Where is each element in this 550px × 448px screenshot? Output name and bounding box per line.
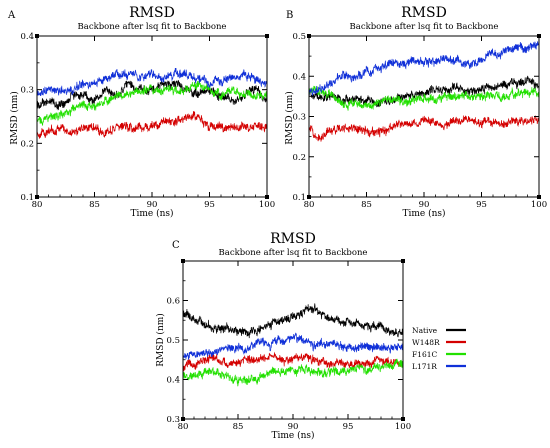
series-line-f161c: [37, 81, 267, 126]
chart-title-a: RMSD: [129, 5, 175, 21]
chart-subtitle-c: Backbone after lsq fit to Backbone: [219, 248, 368, 258]
y-tick-label: 0.1: [20, 193, 34, 203]
panel-c: C RMSD Backbone after lsq fit to Backbon…: [155, 231, 367, 441]
y-tick-label: 0.5: [166, 336, 180, 346]
x-tick-label: 90: [288, 422, 299, 432]
x-tick-label: 95: [343, 422, 354, 432]
panel-letter-b: B: [286, 10, 293, 21]
series-line-f161c: [183, 358, 403, 387]
y-axis-label-b: RMSD (nm): [284, 91, 295, 145]
y-tick-label: 0.2: [292, 153, 306, 163]
y-axis-label-c: RMSD (nm): [155, 313, 166, 367]
series-line-l171r: [37, 67, 267, 96]
x-tick-label: 95: [476, 200, 487, 210]
chart-subtitle-b: Backbone after lsq fit to Backbone: [350, 22, 499, 32]
panel-a: A RMSD Backbone after lsq fit to Backbon…: [7, 5, 226, 219]
y-tick-label: 0.3: [166, 415, 180, 425]
y-tick-label: 0.3: [292, 113, 306, 123]
series-line-w148r: [37, 111, 267, 139]
series-line-w148r: [183, 351, 403, 372]
x-tick-label: 85: [89, 200, 100, 210]
y-axis-label-a: RMSD (nm): [9, 91, 20, 145]
x-axis-label-a: Time (ns): [130, 208, 173, 219]
series-line-native: [183, 303, 403, 339]
x-tick-label: 85: [361, 200, 372, 210]
plot-a: 80 85 90 95 100 0.1 0.2 0.3 0.4: [20, 32, 275, 210]
panel-letter-a: A: [7, 10, 16, 21]
y-tick-label: 0.2: [20, 139, 34, 149]
x-axis-label-c: Time (ns): [271, 430, 314, 441]
y-tick-label: 0.4: [20, 32, 34, 42]
panel-letter-c: C: [172, 240, 180, 251]
x-tick-label: 80: [304, 200, 315, 210]
x-tick-label: 80: [178, 422, 189, 432]
legend-label-native: Native: [412, 326, 438, 335]
series-line-native: [37, 80, 267, 111]
x-tick-label: 90: [419, 200, 430, 210]
series-line-l171r: [183, 332, 403, 360]
x-tick-label: 100: [395, 422, 411, 432]
y-tick-label: 0.4: [166, 376, 180, 386]
legend-label-f161c: F161C: [412, 350, 438, 359]
x-tick-label: 100: [259, 200, 275, 210]
x-tick-label: 95: [204, 200, 215, 210]
y-tick-label: 0.3: [20, 86, 34, 96]
chart-subtitle-a: Backbone after lsq fit to Backbone: [78, 22, 227, 32]
plot-frame: [182, 260, 404, 420]
x-tick-label: 85: [233, 422, 244, 432]
y-tick-label: 0.1: [292, 193, 306, 203]
x-tick-label: 100: [531, 200, 547, 210]
legend-label-w148r: W148R: [412, 338, 440, 347]
y-tick-label: 0.4: [292, 72, 306, 82]
plot-c: 80 85 90 95 100 0.3 0.4 0.5 0.6 Native W148R F161C L…: [166, 259, 466, 432]
y-tick-label: 0.5: [292, 32, 306, 42]
x-axis-label-b: Time (ns): [402, 208, 445, 219]
panel-b: B RMSD Backbone after lsq fit to Backbon…: [284, 5, 498, 219]
legend-label-l171r: L171R: [412, 362, 437, 371]
series-line-w148r: [309, 115, 539, 142]
series-line-f161c: [309, 85, 539, 111]
y-tick-label: 0.6: [166, 297, 180, 307]
series-line-native: [309, 75, 539, 108]
x-tick-label: 80: [32, 200, 43, 210]
plot-b: 80 85 90 95 100 0.1 0.2 0.3 0.4 0.5: [292, 32, 547, 210]
series-line-l171r: [309, 39, 539, 97]
x-tick-label: 90: [147, 200, 158, 210]
chart-title-c: RMSD: [270, 231, 316, 247]
plot-frame: [36, 35, 268, 198]
chart-title-b: RMSD: [401, 5, 447, 21]
